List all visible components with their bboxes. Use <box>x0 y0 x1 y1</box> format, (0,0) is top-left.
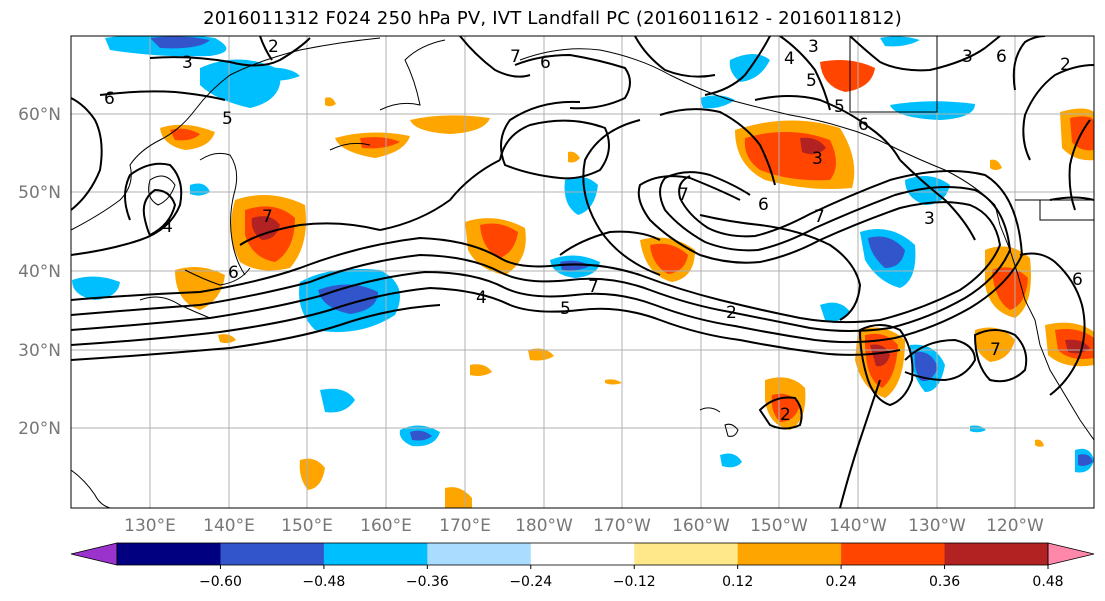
colorbar-cells <box>117 543 1049 565</box>
lat-label: 40°N <box>18 262 61 282</box>
contour-label: 6 <box>858 115 869 135</box>
contour-label: 6 <box>996 47 1007 67</box>
colorbar-tick-label: 0.48 <box>1032 574 1063 590</box>
colorbar-extend-low <box>70 542 118 566</box>
lon-label: 140°E <box>203 516 255 536</box>
lon-label: 170°W <box>593 516 651 536</box>
contour-label: 5 <box>834 97 845 117</box>
coastlines <box>71 36 1094 508</box>
contour-label: 3 <box>924 209 935 229</box>
contour-label: 4 <box>162 217 173 237</box>
colorbar-tick-label: 0.36 <box>929 574 960 590</box>
contour-label: 4 <box>476 288 487 308</box>
contour-label: 2 <box>268 37 279 57</box>
lon-label: 180°W <box>515 516 573 536</box>
colorbar-frame <box>116 542 1049 566</box>
lon-label: 170°E <box>439 516 491 536</box>
lat-label: 60°N <box>18 105 61 125</box>
colorbar-cell <box>427 543 532 565</box>
lon-label: 160°E <box>360 516 412 536</box>
map-frame <box>70 35 1095 509</box>
latitude-labels: 60°N 50°N 40°N 30°N 20°N <box>18 105 61 439</box>
contour-label: 7 <box>588 277 599 297</box>
lon-label: 130°E <box>124 516 176 536</box>
contour-label: 2 <box>1060 55 1071 75</box>
map-content: 3 2 6 5 4 7 6 6 7 4 5 2 7 6 3 5 4 5 3 6 … <box>71 36 1094 508</box>
colorbar-tick-label: −0.12 <box>613 574 656 590</box>
contour-label-group: 3 2 6 5 4 7 6 6 7 4 5 2 7 6 3 5 4 5 3 6 … <box>104 37 1083 425</box>
contour-label: 7 <box>262 207 273 227</box>
lon-label: 160°W <box>672 516 730 536</box>
contour-label: 7 <box>990 340 1001 360</box>
colorbar-tick-label: −0.36 <box>406 574 449 590</box>
contour-label: 4 <box>784 49 795 69</box>
figure-title: 2016011312 F024 250 hPa PV, IVT Landfall… <box>203 8 902 29</box>
colorbar-cell <box>841 543 946 565</box>
lon-label: 120°W <box>986 516 1044 536</box>
colorbar-cell <box>220 543 325 565</box>
colorbar-cell <box>737 543 842 565</box>
contour-label: 2 <box>726 303 737 323</box>
contour-label: 7 <box>814 207 825 227</box>
colorbar-cell <box>634 543 739 565</box>
longitude-labels: 130°E 140°E 150°E 160°E 170°E 180°W 170°… <box>124 516 1044 536</box>
colorbar-ticks: −0.60 −0.48 −0.36 −0.24 −0.12 0.12 0.24 0.36 0.4… <box>199 565 1064 590</box>
contour-label: 6 <box>540 53 551 73</box>
lat-label: 20°N <box>18 419 61 439</box>
lon-label: 150°E <box>281 516 333 536</box>
contour-label: 2 <box>780 405 791 425</box>
contour-label: 6 <box>228 263 239 283</box>
contour-label: 3 <box>808 37 819 57</box>
colorbar-cell <box>117 543 221 565</box>
colorbar-tick-label: −0.60 <box>199 574 242 590</box>
contour-label: 3 <box>182 53 193 73</box>
contour-label: 5 <box>222 109 233 129</box>
contour-label: 5 <box>560 299 571 319</box>
contour-label: 6 <box>1072 270 1083 290</box>
contour-label: 7 <box>510 47 521 67</box>
colorbar: −0.60 −0.48 −0.36 −0.24 −0.12 0.12 0.24 0.36 0.4… <box>70 542 1095 590</box>
contour-label: 6 <box>104 89 115 109</box>
lon-label: 150°W <box>750 516 808 536</box>
colorbar-cell <box>323 543 428 565</box>
colorbar-cell <box>944 543 1049 565</box>
colorbar-tick-label: 0.12 <box>722 574 753 590</box>
colorbar-tick-label: −0.24 <box>509 574 552 590</box>
lat-label: 30°N <box>18 341 61 361</box>
colorbar-tick-label: −0.48 <box>302 574 345 590</box>
contour-label: 6 <box>758 195 769 215</box>
colorbar-cell <box>530 543 635 565</box>
contour-label: 3 <box>812 149 823 169</box>
contour-label: 7 <box>678 185 689 205</box>
contour-label: 3 <box>962 47 973 67</box>
colorbar-extend-high <box>1047 542 1095 566</box>
lon-label: 140°W <box>829 516 887 536</box>
graticule <box>71 36 1094 508</box>
contour-label: 5 <box>806 71 817 91</box>
lon-label: 130°W <box>908 516 966 536</box>
lat-label: 50°N <box>18 183 61 203</box>
ivt-contours <box>71 36 1094 508</box>
colorbar-tick-label: 0.24 <box>826 574 857 590</box>
